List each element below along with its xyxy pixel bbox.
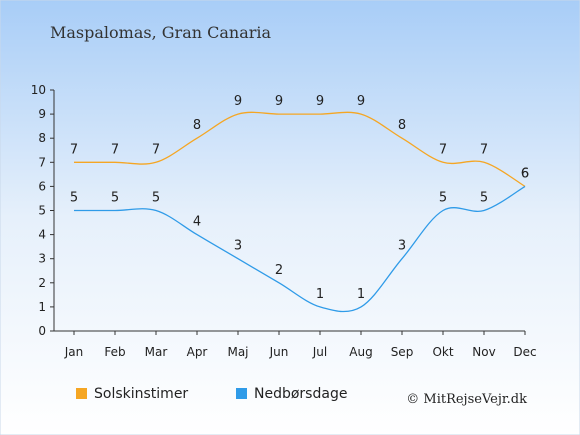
axes: 0 1 2 3 4 5 6 7 8 9 10 Jan Feb Mar Apr Maj Jun Jul Aug Sep O… [31, 83, 537, 359]
x-tick-label: Sep [391, 345, 414, 359]
y-tick-label: 3 [38, 252, 46, 266]
legend-swatch-sunshine [76, 388, 87, 399]
data-label-rain-days: 5 [70, 191, 78, 206]
data-label-rain-days: 6 [521, 166, 529, 181]
y-tick-label: 2 [38, 276, 46, 290]
x-tick-label: Mar [145, 345, 168, 359]
y-tick-label: 8 [38, 131, 46, 145]
y-tick-label: 7 [38, 155, 46, 169]
data-label-sunshine: 8 [193, 118, 201, 133]
x-tick-label: Dec [513, 345, 536, 359]
series-line-rain-days [73, 185, 526, 313]
y-tick-label: 4 [38, 228, 46, 242]
data-label-sunshine: 7 [152, 142, 160, 157]
y-tick-label: 6 [38, 179, 46, 193]
data-label-rain-days: 2 [275, 263, 283, 278]
legend-swatch-rain-days [236, 388, 247, 399]
legend: Solskinstimer Nedbørsdage [76, 386, 347, 402]
data-label-sunshine: 9 [234, 94, 242, 109]
data-label-sunshine: 9 [316, 94, 324, 109]
x-tick-label: Nov [472, 345, 495, 359]
data-label-rain-days: 3 [398, 239, 406, 254]
series-line-sunshine [74, 111, 526, 187]
x-tick-label: Aug [349, 345, 372, 359]
data-label-rain-days: 1 [316, 287, 324, 302]
data-label-sunshine: 8 [398, 118, 406, 133]
x-tick-label: Jul [312, 345, 327, 359]
y-tick-label: 0 [38, 324, 46, 338]
data-label-sunshine: 7 [70, 142, 78, 157]
data-label-sunshine: 7 [439, 142, 447, 157]
x-tick-label: Apr [187, 345, 208, 359]
x-tick-label: Okt [432, 345, 453, 359]
data-label-rain-days: 5 [152, 191, 160, 206]
x-tick-label: Jan [64, 345, 84, 359]
data-label-rain-days: 5 [111, 191, 119, 206]
y-tick-label: 10 [31, 83, 46, 97]
data-label-sunshine: 7 [480, 142, 488, 157]
data-label-rain-days: 4 [193, 215, 201, 230]
chart-title: Maspalomas, Gran Canaria [50, 23, 272, 42]
y-tick-label: 1 [38, 300, 46, 314]
data-label-rain-days: 1 [357, 287, 365, 302]
data-label-rain-days: 5 [439, 191, 447, 206]
y-tick-label: 9 [38, 107, 46, 121]
data-label-sunshine: 6 [521, 166, 529, 181]
data-label-rain-days: 5 [480, 191, 488, 206]
legend-label-sunshine: Solskinstimer [94, 386, 188, 402]
data-label-rain-days: 3 [234, 239, 242, 254]
data-label-sunshine: 9 [357, 94, 365, 109]
y-tick-label: 5 [38, 204, 46, 218]
credit-text: © MitRejseVejr.dk [406, 392, 527, 407]
x-tick-label: Feb [104, 345, 125, 359]
data-label-sunshine: 7 [111, 142, 119, 157]
x-tick-label: Maj [227, 345, 248, 359]
legend-label-rain-days: Nedbørsdage [254, 386, 347, 402]
data-label-sunshine: 9 [275, 94, 283, 109]
x-tick-label: Jun [269, 345, 289, 359]
